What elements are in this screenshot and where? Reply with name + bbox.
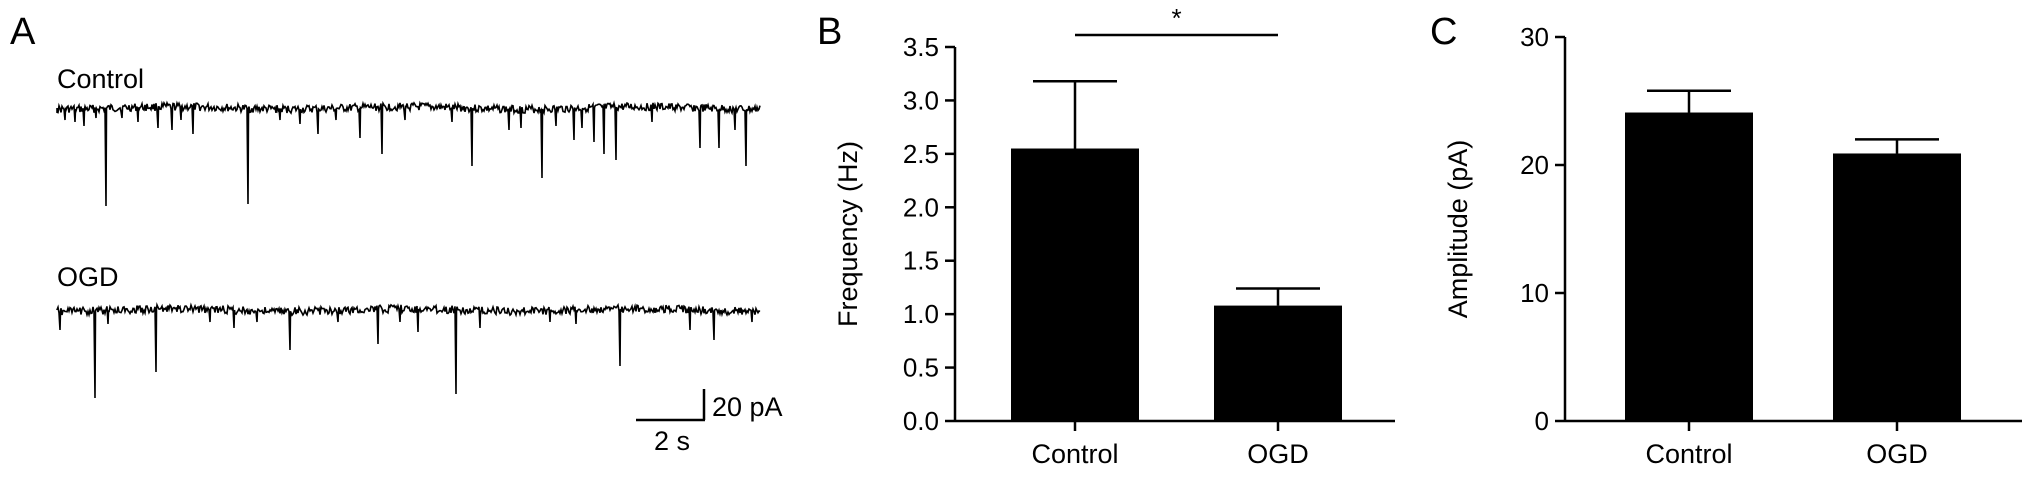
bar-control [1011,148,1139,421]
x-tick-label: OGD [1866,439,1928,469]
y-tick-label: 0.5 [903,353,939,383]
bar-ogd [1833,153,1961,422]
panel-a: A Control OGD 20 pA 2 s [10,11,783,456]
trace-control [56,100,761,207]
panel-b-letter: B [817,11,842,53]
significance-star: * [1171,3,1181,33]
y-tick-label: 0.0 [903,406,939,436]
y-axis-label: Frequency (Hz) [833,141,863,327]
amplitude-chart: 0 10 20 30 Amplitude (pA) Control OGD [1443,22,2022,469]
x-tick-label: OGD [1247,439,1309,469]
y-tick-label: 1.0 [903,299,939,329]
y-tick-label: 20 [1520,150,1549,180]
panel-b: B 0.0 0.5 1.0 1.5 2.0 2.5 3.0 3.5 Frequency (Hz)… [817,3,1395,469]
panel-c: C 0 10 20 30 Amplitude (pA) Control OGD [1430,11,2022,469]
y-tick-label: 3.0 [903,85,939,115]
y-tick-label: 30 [1520,22,1549,52]
scale-bar-time-label: 2 s [654,426,690,456]
y-tick-label: 2.5 [903,139,939,169]
bar-control [1625,112,1753,422]
y-tick-label: 10 [1520,278,1549,308]
scale-bar-amplitude-label: 20 pA [712,392,783,422]
trace-label-control: Control [57,64,144,94]
y-tick-label: 0 [1535,406,1549,436]
panel-c-letter: C [1430,11,1457,53]
y-tick-label: 3.5 [903,32,939,62]
trace-ogd [56,302,761,399]
y-axis-label: Amplitude (pA) [1443,140,1473,319]
scale-bar: 20 pA 2 s [636,389,783,456]
y-tick-label: 2.0 [903,192,939,222]
x-tick-label: Control [1645,439,1732,469]
bar-ogd [1214,305,1342,421]
panel-a-letter: A [10,11,36,53]
trace-label-ogd: OGD [57,262,119,292]
y-tick-label: 1.5 [903,246,939,276]
x-tick-label: Control [1031,439,1118,469]
frequency-chart: 0.0 0.5 1.0 1.5 2.0 2.5 3.0 3.5 Frequency (Hz) Co… [833,3,1395,469]
